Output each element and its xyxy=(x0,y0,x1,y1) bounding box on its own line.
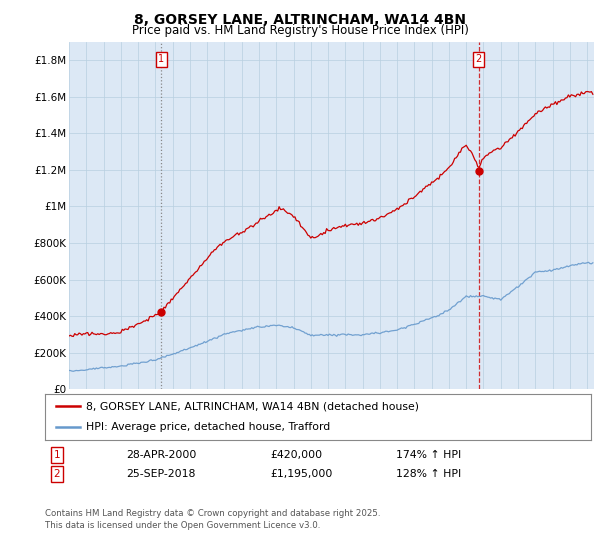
Text: Price paid vs. HM Land Registry's House Price Index (HPI): Price paid vs. HM Land Registry's House … xyxy=(131,24,469,37)
Text: 2: 2 xyxy=(53,469,61,479)
Text: 128% ↑ HPI: 128% ↑ HPI xyxy=(396,469,461,479)
Text: £420,000: £420,000 xyxy=(270,450,322,460)
Text: 2: 2 xyxy=(476,54,482,64)
Text: 174% ↑ HPI: 174% ↑ HPI xyxy=(396,450,461,460)
Text: Contains HM Land Registry data © Crown copyright and database right 2025.
This d: Contains HM Land Registry data © Crown c… xyxy=(45,509,380,530)
Text: 1: 1 xyxy=(158,54,164,64)
Text: 8, GORSEY LANE, ALTRINCHAM, WA14 4BN (detached house): 8, GORSEY LANE, ALTRINCHAM, WA14 4BN (de… xyxy=(86,401,419,411)
Text: 28-APR-2000: 28-APR-2000 xyxy=(126,450,196,460)
Text: HPI: Average price, detached house, Trafford: HPI: Average price, detached house, Traf… xyxy=(86,422,330,432)
Text: £1,195,000: £1,195,000 xyxy=(270,469,332,479)
Text: 8, GORSEY LANE, ALTRINCHAM, WA14 4BN: 8, GORSEY LANE, ALTRINCHAM, WA14 4BN xyxy=(134,13,466,27)
Text: 1: 1 xyxy=(53,450,61,460)
Text: 25-SEP-2018: 25-SEP-2018 xyxy=(126,469,196,479)
